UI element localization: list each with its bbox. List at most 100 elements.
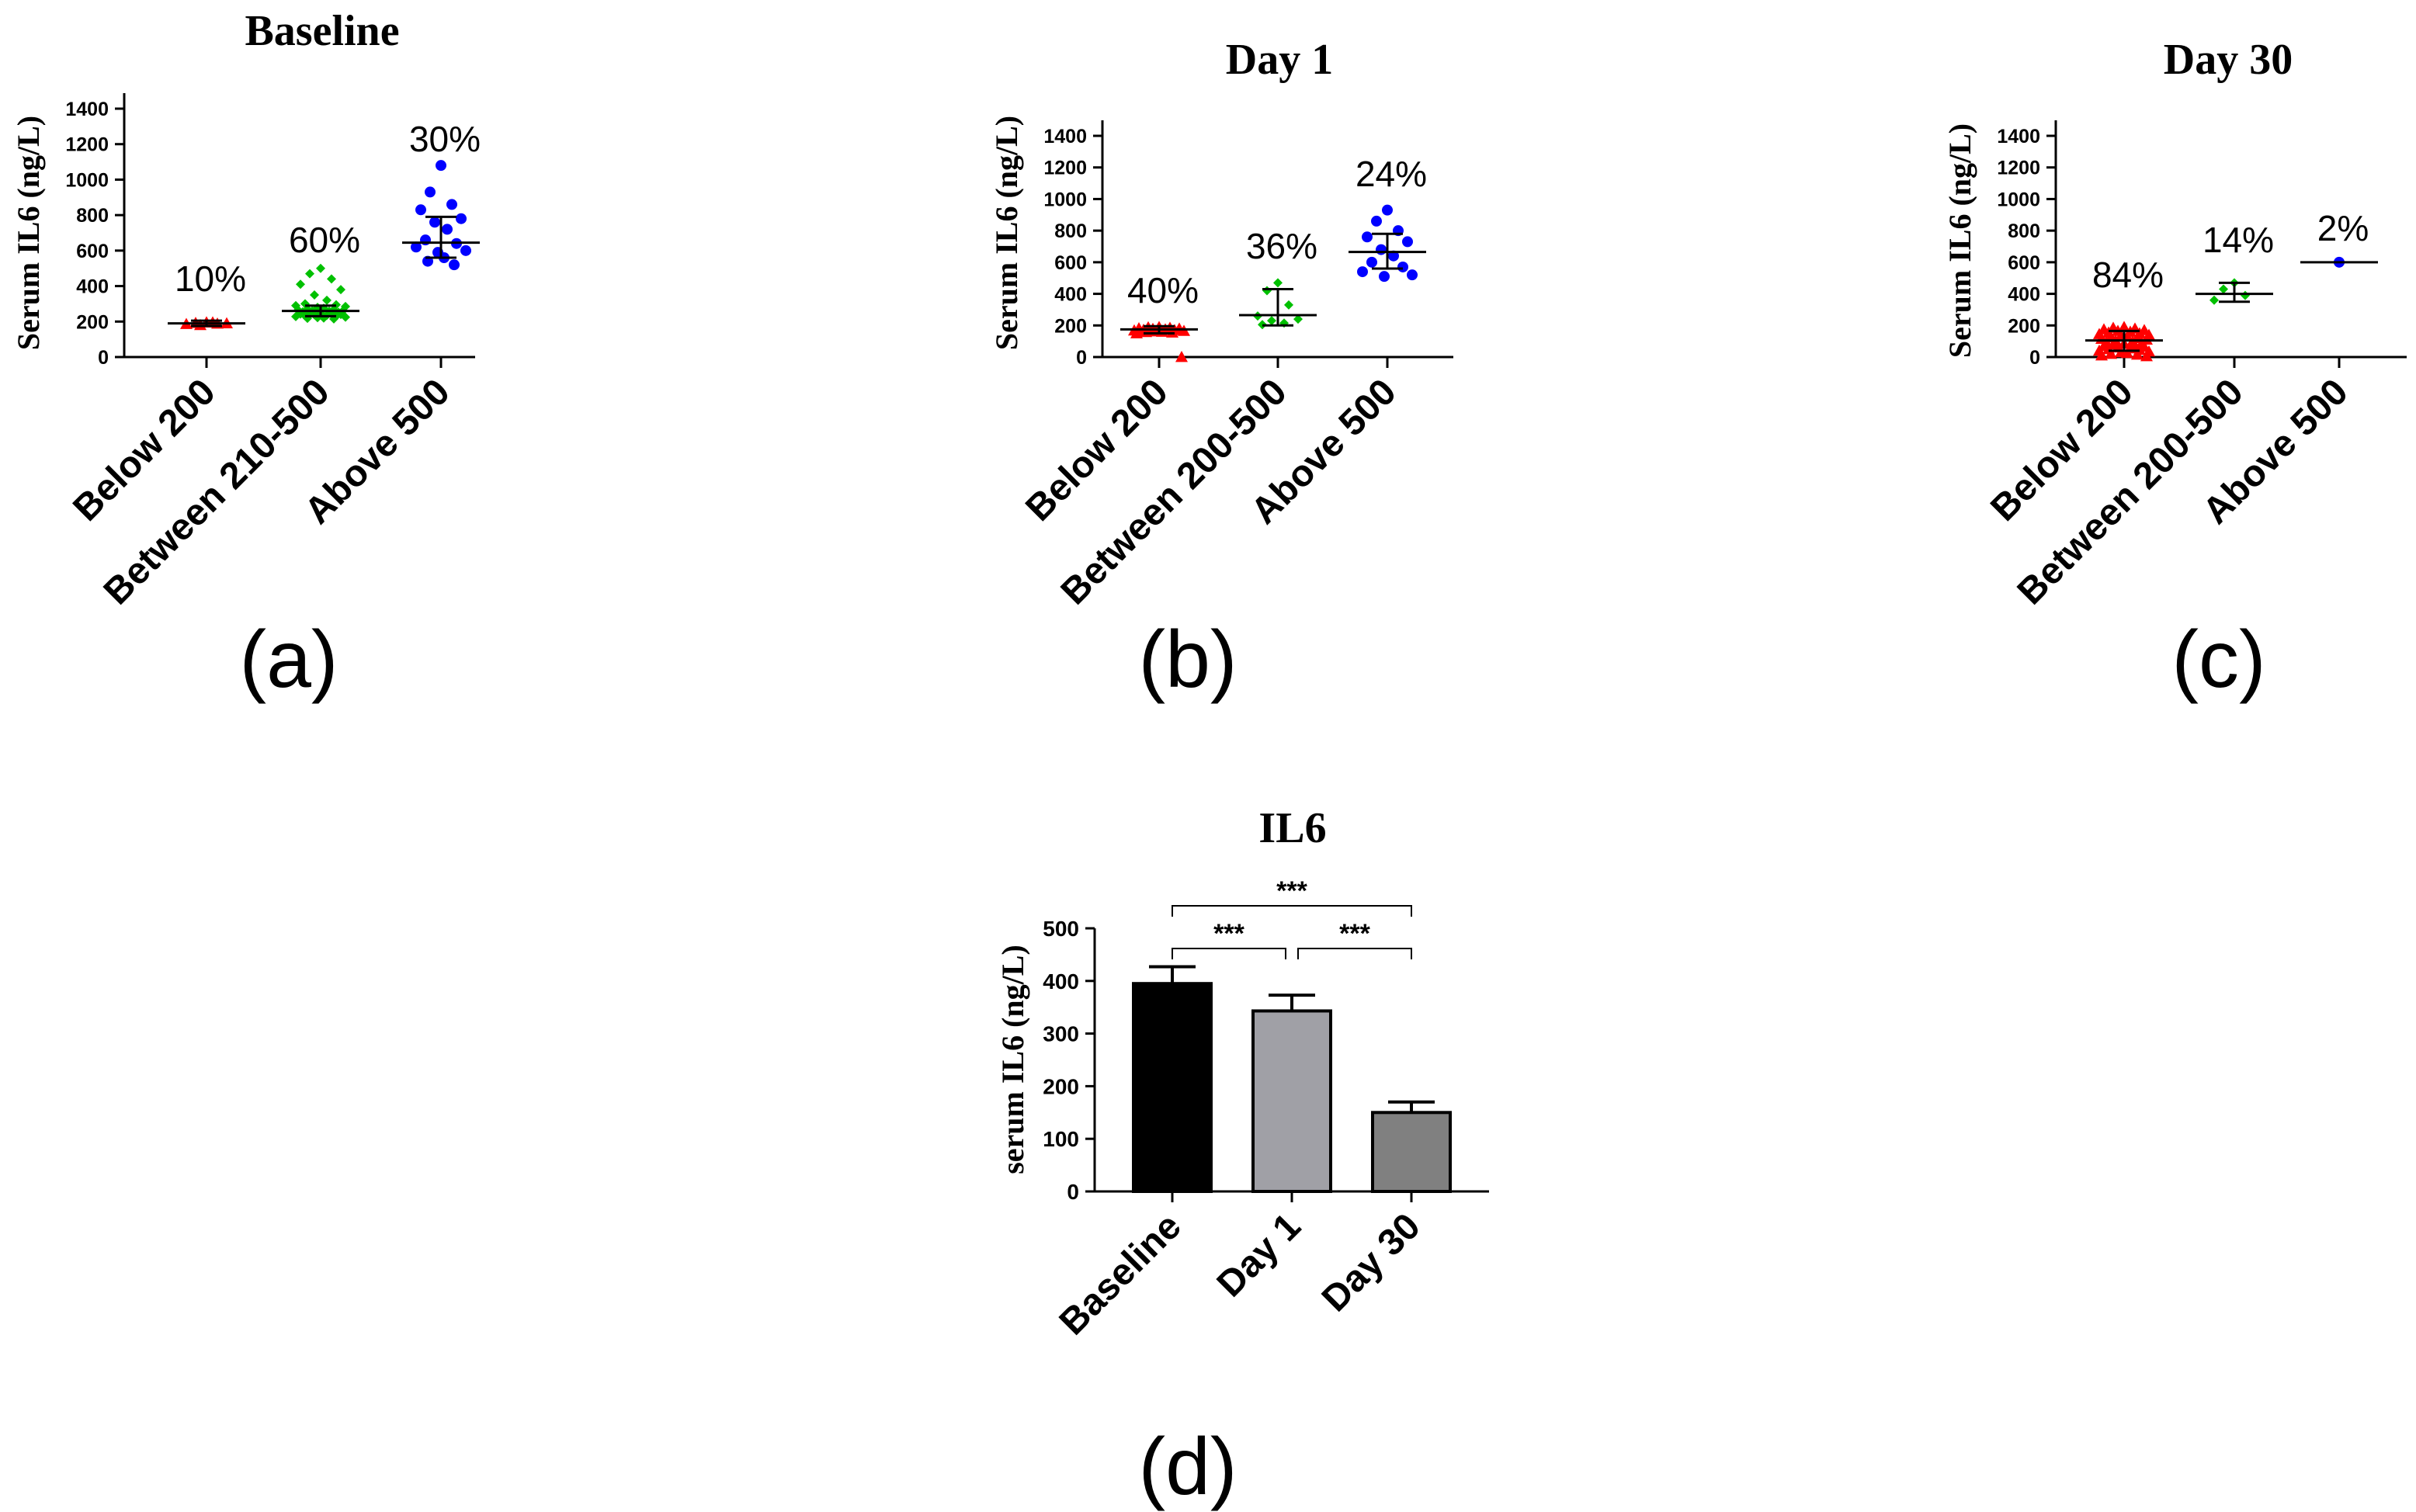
data-point	[429, 217, 440, 228]
y-tick-label: 1200	[1043, 158, 1087, 179]
y-tick-label: 800	[76, 205, 109, 227]
data-point	[1262, 286, 1272, 296]
data-point	[1388, 250, 1399, 262]
y-tick-label: 600	[2008, 252, 2040, 274]
percent-label: 60%	[289, 220, 360, 260]
data-point	[2118, 321, 2130, 332]
percent-label: 40%	[1127, 270, 1199, 310]
y-tick-label: 600	[1054, 252, 1087, 274]
data-point	[1402, 236, 1413, 248]
data-point	[310, 290, 319, 300]
panel-label: (b)	[1138, 615, 1237, 705]
data-point	[291, 311, 300, 321]
y-tick-label: 0	[98, 347, 109, 369]
data-point	[1362, 231, 1373, 243]
y-tick-label: 1000	[1043, 189, 1087, 210]
y-tick-label: 200	[1043, 1074, 1079, 1098]
bar	[1251, 1009, 1332, 1194]
panel-a: Baseline Serum IL6 (ng/L) 0 200 400 600 800 100…	[11, 7, 481, 705]
data-point	[1166, 326, 1178, 338]
data-point	[1175, 351, 1188, 362]
data-point	[436, 160, 446, 172]
percent-label: 36%	[1246, 226, 1317, 266]
data-point	[1379, 271, 1390, 283]
data-point	[1357, 266, 1368, 278]
bar	[1132, 982, 1213, 1193]
data-point	[1376, 244, 1387, 255]
data-point	[1371, 215, 1382, 227]
panel-title: Day 1	[1226, 36, 1333, 84]
data-point	[327, 274, 336, 284]
data-point	[322, 295, 332, 305]
data-point	[1366, 256, 1377, 268]
significance-bracket	[1172, 905, 1412, 917]
data-point	[336, 285, 345, 295]
data-point	[449, 259, 460, 271]
y-tick-label: 200	[1054, 315, 1087, 337]
x-tick-label: Day 30	[1314, 1205, 1428, 1320]
percent-label: 2%	[2317, 208, 2369, 248]
panel-c: Day 30 Serum IL6 (ng/L) 0 200 400 600 800 1000 1…	[1942, 36, 2407, 705]
significance-label: ***	[1339, 919, 1370, 948]
y-tick-label: 200	[2008, 315, 2040, 337]
y-tick-label: 1400	[1043, 126, 1087, 147]
data-point	[1407, 269, 1418, 281]
data-point	[2105, 347, 2117, 359]
x-tick-label: Day 1	[1210, 1205, 1309, 1305]
data-point	[446, 199, 457, 210]
data-point	[1284, 300, 1293, 310]
data-point	[425, 186, 436, 198]
panel-d: IL6 serum IL6 (ng/L) 0 100 200 300 400 500 Basel…	[995, 804, 1489, 1512]
x-tick-label: Between 210-500	[96, 371, 338, 612]
y-tick-label: 400	[2008, 284, 2040, 306]
y-tick-label: 400	[76, 276, 109, 298]
y-tick-label: 400	[1054, 284, 1087, 306]
y-axis-label: serum IL6 (ng/L)	[995, 945, 1030, 1174]
percent-label: 30%	[409, 119, 481, 159]
y-axis-label: Serum IL6 (ng/L)	[989, 116, 1024, 350]
data-point	[2219, 284, 2228, 294]
panel-title: Day 30	[2164, 36, 2293, 84]
data-point	[2241, 290, 2250, 300]
data-point	[316, 263, 325, 273]
y-tick-label: 200	[76, 311, 109, 333]
y-tick-label: 1000	[1997, 189, 2040, 210]
panel-b: Day 1 Serum IL6 (ng/L) 0 200 400 600 800 1000 12…	[989, 36, 1453, 705]
significance-bracket	[1297, 948, 1412, 959]
data-point	[415, 204, 426, 216]
data-point	[1397, 261, 1408, 272]
x-tick-label: Baseline	[1052, 1205, 1189, 1343]
y-tick-label: 1200	[65, 134, 109, 156]
panel-label: (a)	[239, 615, 338, 705]
panel-title: IL6	[1258, 804, 1326, 852]
data-point	[2140, 349, 2153, 362]
percent-label: 10%	[175, 258, 246, 299]
panel-title: Baseline	[245, 7, 399, 55]
data-point	[1293, 314, 1303, 324]
data-point	[1267, 316, 1276, 326]
data-point	[1382, 204, 1393, 216]
percent-label: 24%	[1356, 154, 1427, 194]
data-point	[1130, 327, 1143, 338]
data-point	[460, 244, 471, 256]
y-tick-label: 800	[2008, 220, 2040, 242]
data-point	[2131, 348, 2144, 360]
data-point	[341, 312, 350, 322]
y-tick-label: 800	[1054, 220, 1087, 242]
y-tick-label: 1400	[1997, 126, 2040, 147]
y-tick-label: 0	[1076, 347, 1087, 369]
y-tick-label: 400	[1043, 969, 1079, 994]
bar	[1371, 1111, 1452, 1194]
data-point	[305, 269, 314, 279]
y-tick-label: 300	[1043, 1022, 1079, 1046]
percent-label: 14%	[2203, 220, 2274, 260]
y-tick-label: 600	[76, 241, 109, 262]
significance-bracket	[1172, 948, 1286, 959]
significance-label: ***	[1213, 919, 1244, 948]
y-tick-label: 0	[1067, 1180, 1079, 1204]
data-point	[411, 241, 422, 253]
y-tick-label: 500	[1043, 917, 1079, 941]
panel-label: (d)	[1138, 1422, 1237, 1512]
percent-label: 84%	[2092, 255, 2164, 295]
y-tick-label: 1000	[65, 169, 109, 191]
